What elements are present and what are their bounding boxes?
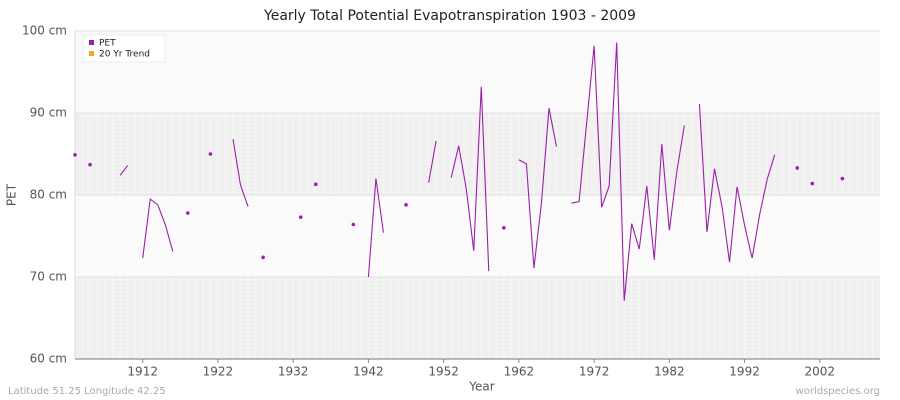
data-line <box>518 107 558 269</box>
x-tick-label: 1992 <box>729 365 760 379</box>
legend-label: 20 Yr Trend <box>99 50 150 60</box>
x-tick-label: 1922 <box>203 365 234 379</box>
y-tick-label: 90 cm <box>30 106 67 120</box>
legend-box <box>82 34 166 63</box>
chart-title: Yearly Total Potential Evapotranspiratio… <box>263 8 636 24</box>
x-tick-label: 1972 <box>579 365 610 379</box>
data-point <box>88 162 92 167</box>
data-point <box>186 211 190 215</box>
x-tick-label: 1962 <box>504 365 535 379</box>
grid-band <box>75 277 880 359</box>
grid-band <box>75 113 880 195</box>
x-tick-label: 1942 <box>353 365 384 379</box>
data-line <box>367 178 385 278</box>
x-tick-label: 1912 <box>127 365 158 379</box>
data-point <box>73 153 77 157</box>
data-line <box>450 86 490 272</box>
data-point <box>351 222 356 227</box>
data-line <box>232 139 249 207</box>
legend-swatch <box>89 40 94 45</box>
y-axis-label: PET <box>5 183 19 206</box>
data-point <box>298 215 303 219</box>
data-line <box>119 165 129 176</box>
y-tick-label: 70 cm <box>30 270 67 284</box>
x-axis-label: Year <box>468 380 494 394</box>
data-line <box>571 42 685 301</box>
data-point <box>208 152 213 156</box>
data-line <box>428 140 437 183</box>
legend-swatch <box>89 51 94 56</box>
data-point <box>313 182 318 187</box>
legend-label: PET <box>99 39 116 49</box>
y-tick-label: 100 cm <box>22 24 67 38</box>
footer-left: Latitude 51.25 Longitude 42.25 <box>8 386 166 397</box>
data-point <box>502 226 506 230</box>
data-line <box>698 103 776 263</box>
data-point <box>795 166 800 170</box>
x-tick-label: 1932 <box>278 365 309 379</box>
data-line <box>142 198 174 259</box>
x-tick-label: 2002 <box>805 365 836 379</box>
y-tick-label: 60 cm <box>30 352 67 366</box>
data-point <box>810 181 815 186</box>
x-tick-label: 1952 <box>428 365 459 379</box>
data-point <box>404 203 408 207</box>
y-tick-label: 80 cm <box>30 188 67 202</box>
data-point <box>840 176 845 181</box>
footer-right: worldspecies.org <box>796 386 880 397</box>
data-point <box>261 255 265 260</box>
x-tick-label: 1982 <box>654 365 685 379</box>
